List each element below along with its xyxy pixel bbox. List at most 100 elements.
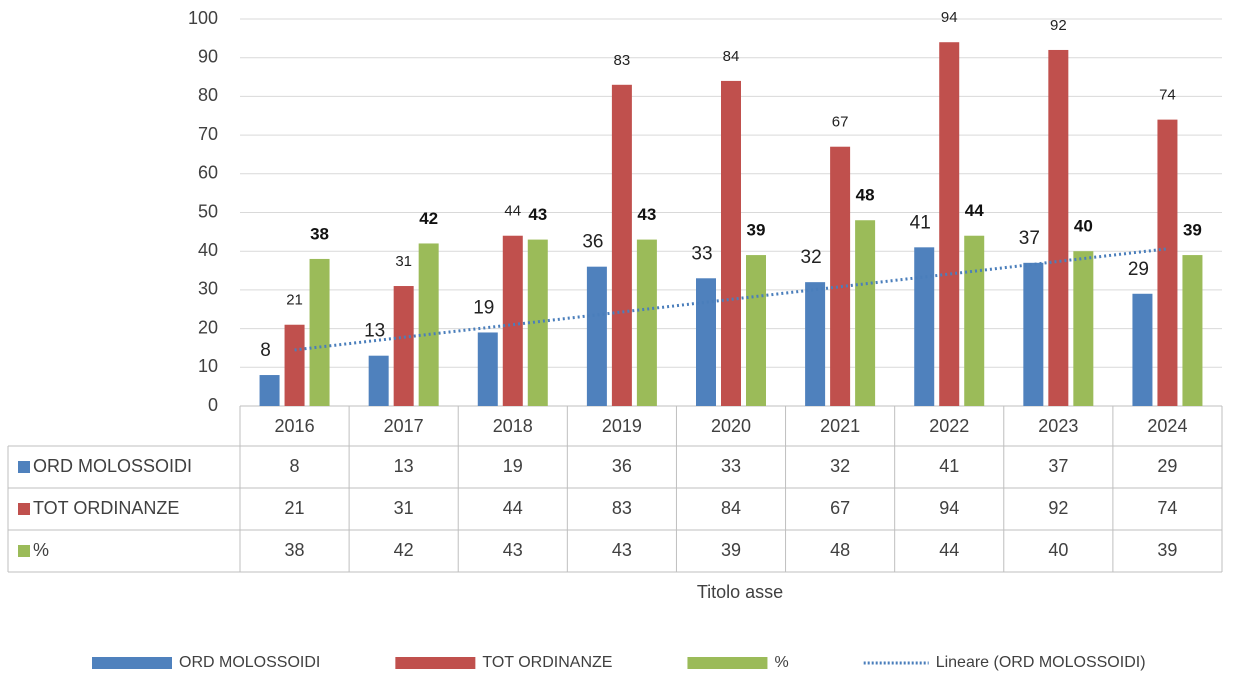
trendline bbox=[294, 247, 1168, 352]
y-tick-label: 50 bbox=[198, 201, 218, 221]
bar bbox=[284, 324, 305, 406]
bar bbox=[1132, 293, 1153, 406]
table-cell: 19 bbox=[503, 456, 523, 476]
table-row-label: % bbox=[33, 540, 49, 560]
table-cell: 21 bbox=[285, 498, 305, 518]
bar bbox=[830, 146, 851, 406]
data-label: 21 bbox=[286, 292, 303, 309]
table-cell: 41 bbox=[939, 456, 959, 476]
legend-swatch bbox=[92, 657, 172, 669]
data-label: 33 bbox=[691, 243, 712, 264]
x-tick-label: 2019 bbox=[602, 416, 642, 436]
x-tick-label: 2020 bbox=[711, 416, 751, 436]
bar bbox=[586, 266, 607, 406]
data-label: 92 bbox=[1050, 17, 1067, 34]
table-cell: 94 bbox=[939, 498, 959, 518]
data-label: 94 bbox=[941, 9, 958, 26]
legend-swatch bbox=[395, 657, 476, 669]
x-tick-label: 2023 bbox=[1038, 416, 1078, 436]
data-label: 44 bbox=[504, 203, 521, 220]
bar bbox=[1073, 251, 1094, 406]
data-label: 39 bbox=[747, 221, 766, 240]
bar bbox=[1023, 262, 1044, 406]
x-tick-label: 2021 bbox=[820, 416, 860, 436]
table-cell: 83 bbox=[612, 498, 632, 518]
x-tick-label: 2016 bbox=[275, 416, 315, 436]
bar bbox=[1157, 119, 1178, 407]
table-cell: 43 bbox=[612, 540, 632, 560]
bar bbox=[527, 239, 548, 406]
data-label: 36 bbox=[582, 232, 603, 253]
table-cell: 84 bbox=[721, 498, 741, 518]
x-tick-label: 2024 bbox=[1147, 416, 1187, 436]
table-cell: 29 bbox=[1157, 456, 1177, 476]
table-cell: 40 bbox=[1048, 540, 1068, 560]
legend-label: TOT ORDINANZE bbox=[482, 654, 612, 671]
y-tick-label: 40 bbox=[198, 240, 218, 260]
x-tick-label: 2017 bbox=[384, 416, 424, 436]
x-tick-label: 2022 bbox=[929, 416, 969, 436]
data-label: 19 bbox=[473, 297, 494, 318]
data-label: 41 bbox=[910, 212, 931, 233]
table-swatch bbox=[18, 545, 30, 557]
legend-label: % bbox=[774, 654, 788, 671]
table-row-label: ORD MOLOSSOIDI bbox=[33, 456, 192, 476]
bar bbox=[418, 243, 439, 406]
table-cell: 13 bbox=[394, 456, 414, 476]
bar bbox=[964, 235, 985, 406]
bar bbox=[721, 80, 741, 407]
data-label: 84 bbox=[723, 48, 740, 65]
bar bbox=[939, 42, 960, 406]
bar bbox=[477, 332, 498, 406]
data-label: 43 bbox=[528, 205, 547, 224]
data-label: 37 bbox=[1019, 228, 1040, 249]
data-label: 74 bbox=[1159, 87, 1176, 104]
table-cell: 31 bbox=[394, 498, 414, 518]
data-label: 29 bbox=[1128, 259, 1149, 280]
x-tick-label: 2018 bbox=[493, 416, 533, 436]
table-cell: 33 bbox=[721, 456, 741, 476]
data-label: 32 bbox=[801, 247, 822, 268]
table-cell: 39 bbox=[1157, 540, 1177, 560]
table-cell: 48 bbox=[830, 540, 850, 560]
legend-label: Lineare (ORD MOLOSSOIDI) bbox=[936, 654, 1146, 671]
bar bbox=[368, 355, 389, 406]
y-tick-label: 80 bbox=[198, 85, 218, 105]
table-cell: 44 bbox=[939, 540, 959, 560]
table-cell: 32 bbox=[830, 456, 850, 476]
table-cell: 8 bbox=[290, 456, 300, 476]
legend-label: ORD MOLOSSOIDI bbox=[179, 654, 320, 671]
y-tick-label: 20 bbox=[198, 317, 218, 337]
bar bbox=[259, 375, 280, 406]
table-cell: 74 bbox=[1157, 498, 1177, 518]
bar bbox=[611, 84, 632, 406]
y-tick-label: 70 bbox=[198, 124, 218, 144]
table-cell: 92 bbox=[1048, 498, 1068, 518]
data-label: 39 bbox=[1183, 221, 1202, 240]
data-label: 38 bbox=[310, 224, 329, 243]
data-label: 43 bbox=[637, 205, 656, 224]
table-cell: 36 bbox=[612, 456, 632, 476]
table-cell: 43 bbox=[503, 540, 523, 560]
bar bbox=[805, 282, 826, 406]
bar bbox=[502, 235, 523, 406]
table-swatch bbox=[18, 503, 30, 515]
y-tick-label: 10 bbox=[198, 356, 218, 376]
data-label: 42 bbox=[419, 209, 438, 228]
data-label: 8 bbox=[260, 340, 271, 361]
bar bbox=[393, 286, 414, 406]
bar bbox=[914, 247, 935, 406]
y-tick-label: 90 bbox=[198, 46, 218, 66]
y-tick-label: 0 bbox=[208, 395, 218, 415]
data-label: 48 bbox=[856, 186, 875, 205]
table-cell: 37 bbox=[1048, 456, 1068, 476]
table-cell: 44 bbox=[503, 498, 523, 518]
table-cell: 39 bbox=[721, 540, 741, 560]
table-cell: 42 bbox=[394, 540, 414, 560]
bar bbox=[746, 255, 766, 406]
y-tick-label: 30 bbox=[198, 279, 218, 299]
data-label: 67 bbox=[832, 114, 849, 131]
table-cell: 67 bbox=[830, 498, 850, 518]
table-swatch bbox=[18, 461, 30, 473]
